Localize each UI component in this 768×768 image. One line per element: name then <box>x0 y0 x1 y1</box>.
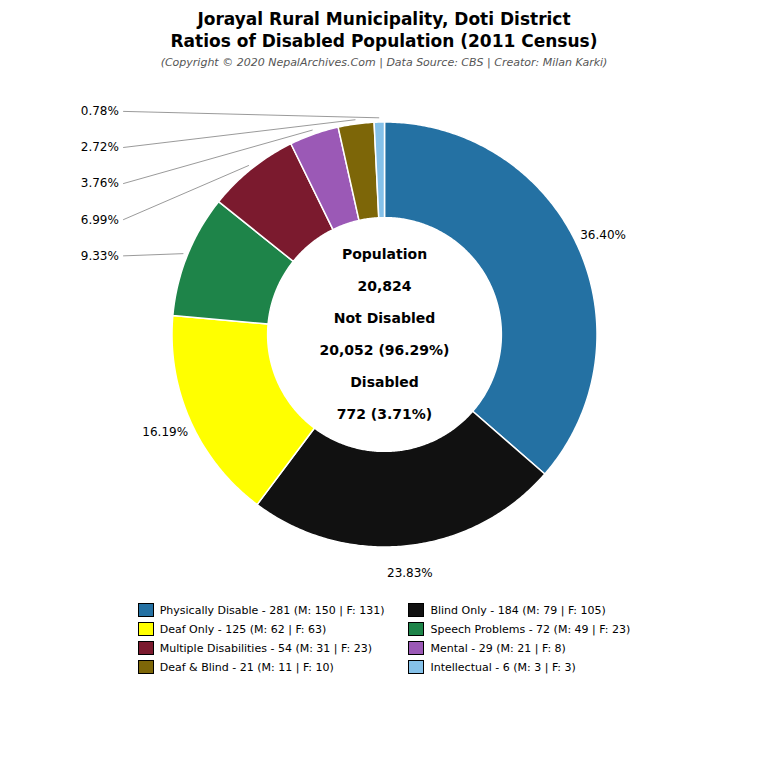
svg-text:3.76%: 3.76% <box>81 177 119 191</box>
html-text:Speech Problems - 72 (M: 49 |: Speech Problems - 72 (M: 49 | F: 23) <box>430 622 631 636</box>
svg-text:Not Disabled: Not Disabled <box>334 310 435 326</box>
html-text:Deaf Only - 125 (M: 62 | F: 63: Deaf Only - 125 (M: 62 | F: 63) <box>159 622 327 636</box>
svg-text:6.99%: 6.99% <box>81 213 119 227</box>
svg-text:20,052 (96.29%): 20,052 (96.29%) <box>319 342 449 358</box>
svg-text:772 (3.71%): 772 (3.71%) <box>337 406 432 422</box>
html-text:Intellectual - 6 (M: 3 | F: 3): Intellectual - 6 (M: 3 | F: 3) <box>430 660 576 674</box>
svg-text:23.83%: 23.83% <box>387 566 433 580</box>
svg-text:9.33%: 9.33% <box>81 249 119 263</box>
html-text:Jorayal Rural Municipality, Do: Jorayal Rural Municipality, Doti Distric… <box>170 9 598 52</box>
svg-text:20,824: 20,824 <box>357 278 411 294</box>
html-text:Blind Only - 184 (M: 79 | F: 1: Blind Only - 184 (M: 79 | F: 105) <box>430 603 606 617</box>
html-text:Deaf & Blind - 21 (M: 11 | F:: Deaf & Blind - 21 (M: 11 | F: 10) <box>159 660 334 674</box>
svg-text:Population: Population <box>342 246 427 262</box>
svg-text:2.72%: 2.72% <box>81 141 119 155</box>
html-text:(Copyright © 2020 NepalArchive: (Copyright © 2020 NepalArchives.Com | Da… <box>160 56 608 70</box>
svg-text:36.40%: 36.40% <box>580 228 626 242</box>
svg-text:Disabled: Disabled <box>350 374 419 390</box>
svg-text:16.19%: 16.19% <box>142 425 188 439</box>
html-text:Physically Disable - 281 (M: 1: Physically Disable - 281 (M: 150 | F: 13… <box>159 603 385 617</box>
html-text:Multiple Disabilities - 54 (M:: Multiple Disabilities - 54 (M: 31 | F: 2… <box>159 641 372 655</box>
html-text:Mental - 29 (M: 21 | F: 8): Mental - 29 (M: 21 | F: 8) <box>430 641 566 655</box>
svg-text:0.78%: 0.78% <box>81 104 119 118</box>
